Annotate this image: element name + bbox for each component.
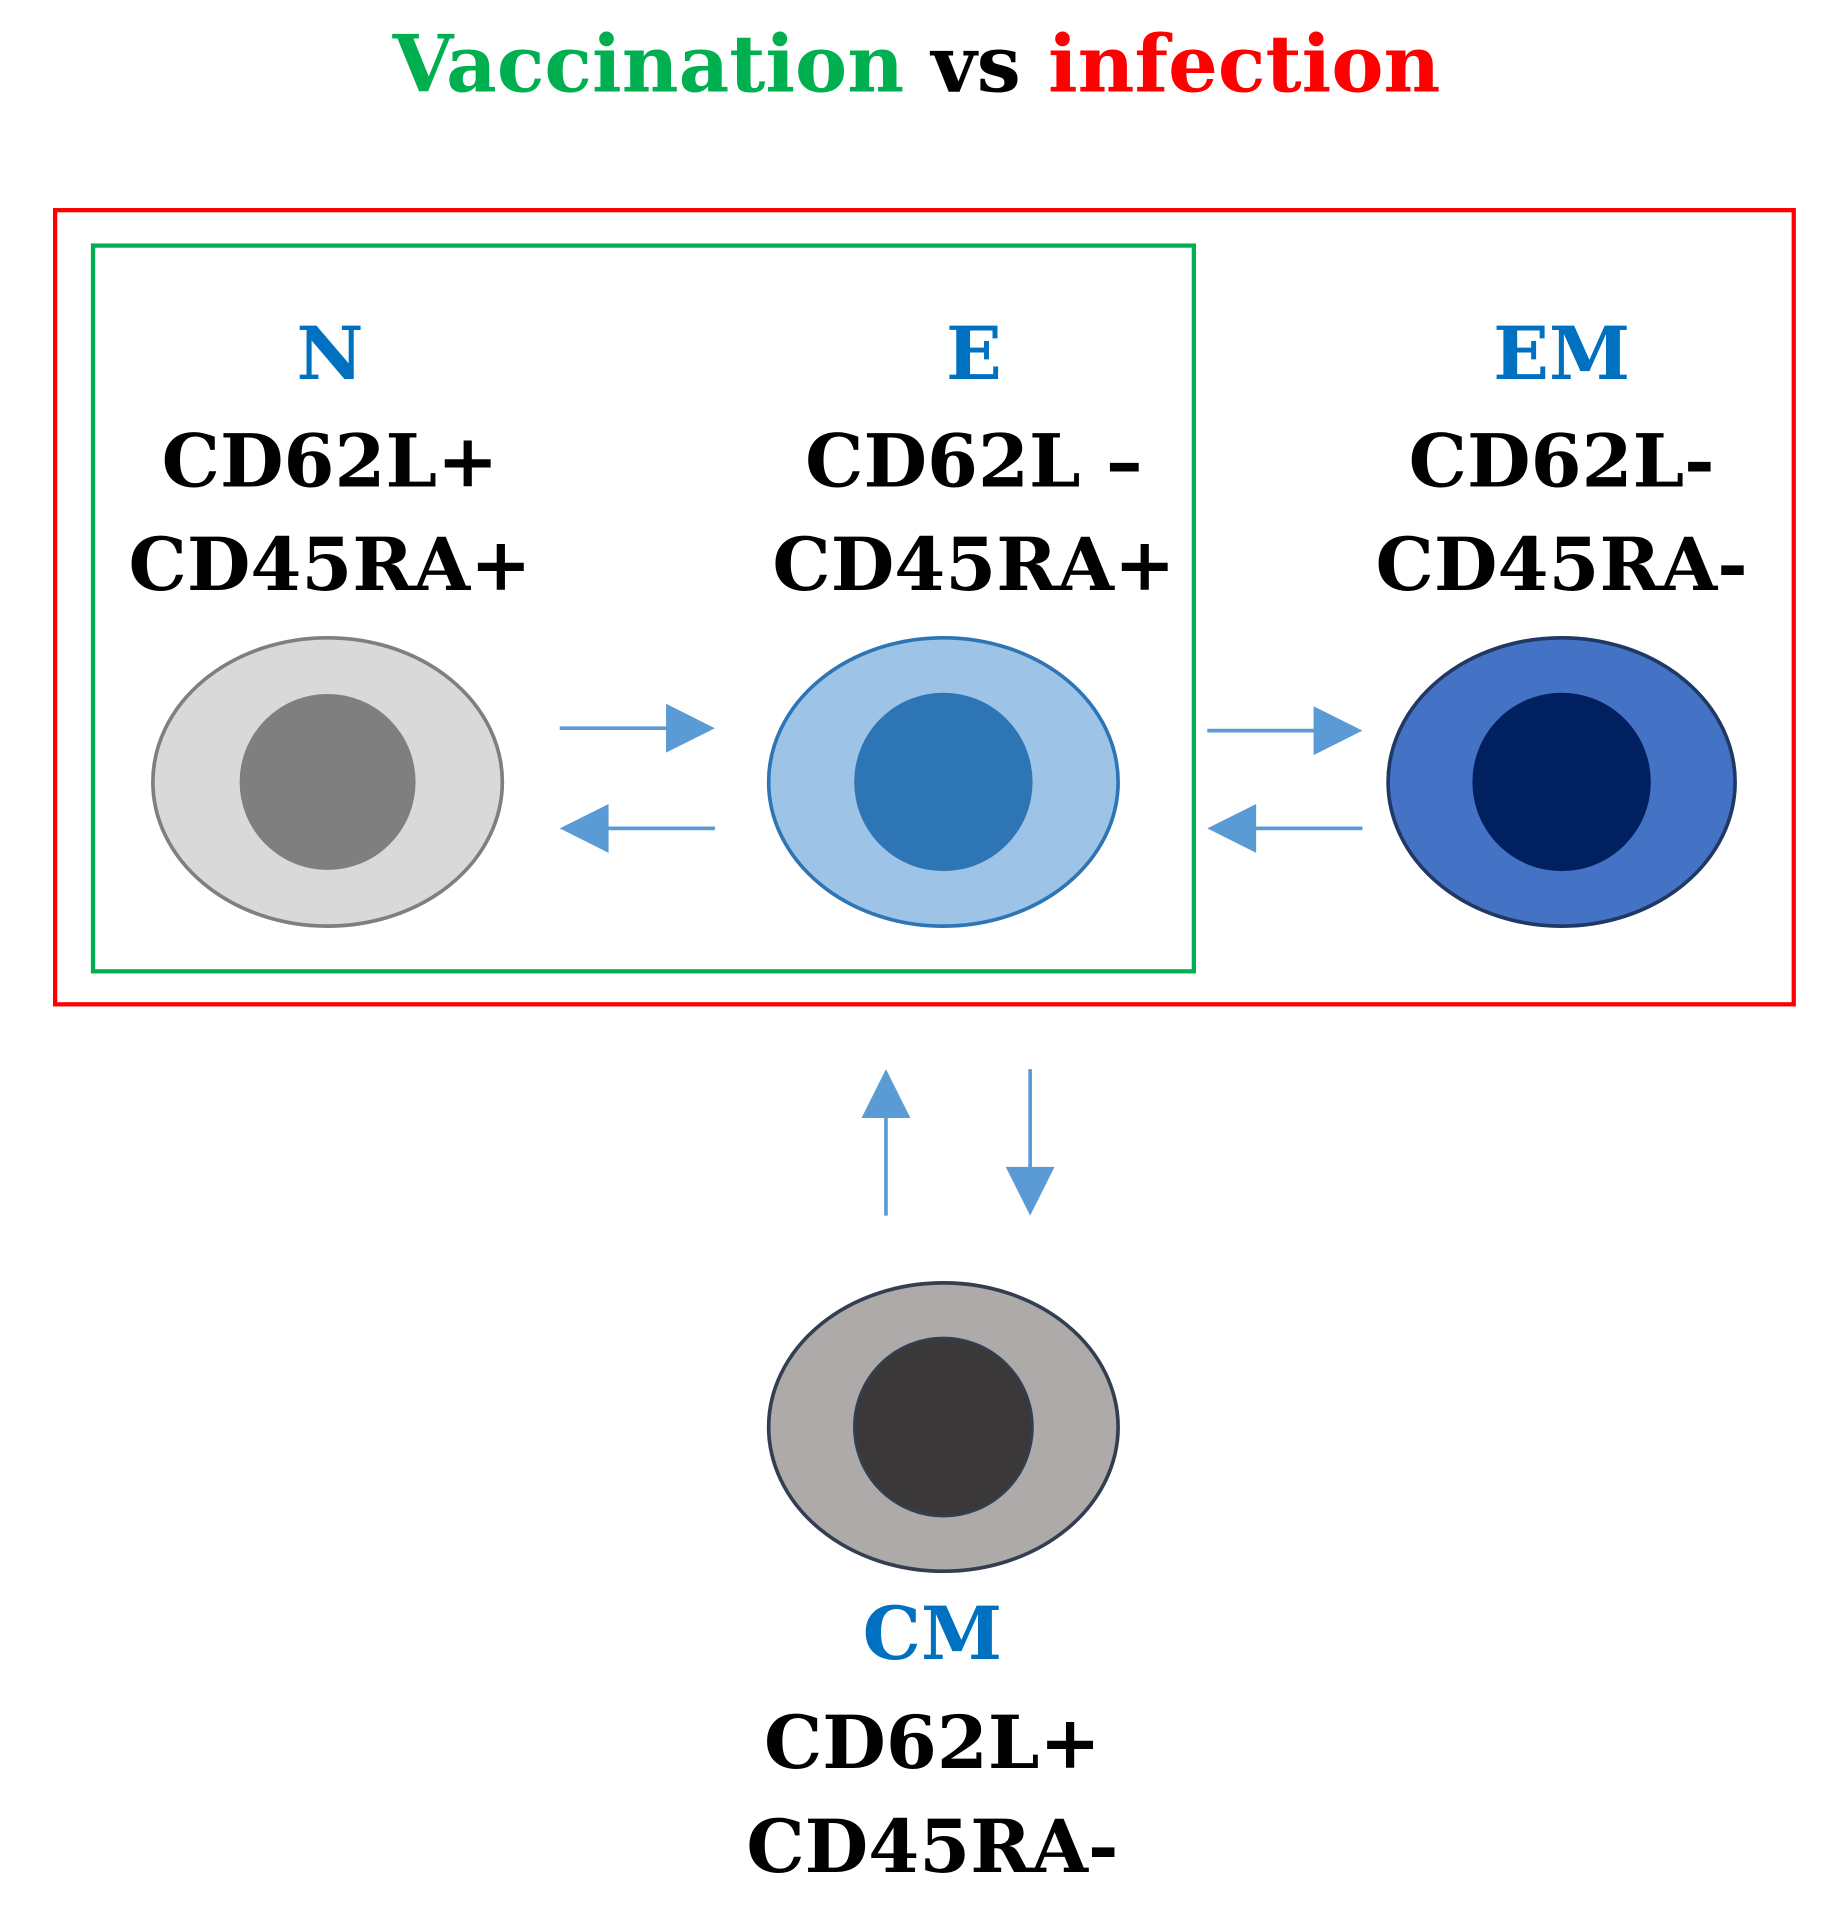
effector-marker-cd45ra: CD45RA+ (772, 522, 1175, 608)
effector-memory-cell (1386, 635, 1737, 928)
central-memory-marker-cd62l: CD62L+ (764, 1700, 1101, 1786)
effector-memory-marker-cd45ra: CD45RA- (1376, 522, 1748, 608)
arrow-em-to-e (1207, 803, 1363, 853)
arrow-cm-up (861, 1069, 911, 1216)
arrow-cm-down (1005, 1069, 1055, 1216)
effector-memory-marker-cd62l: CD62L- (1409, 418, 1715, 504)
central-memory-marker-cd45ra: CD45RA- (746, 1804, 1118, 1890)
naive-marker-cd62l: CD62L+ (162, 418, 499, 504)
effector-memory-code: EM (1493, 311, 1630, 397)
infection-box (52, 208, 1796, 1007)
arrow-e-to-n (559, 803, 715, 853)
central-memory-cell (766, 1281, 1120, 1574)
title-vaccination: Vaccination (392, 20, 904, 111)
naive-code: N (297, 311, 364, 397)
diagram-title: Vaccination vs infection (392, 20, 1441, 111)
title-infection: infection (1048, 20, 1440, 111)
title-vs: vs (904, 20, 1048, 111)
naive-cell (151, 635, 505, 928)
central-memory-code: CM (863, 1591, 1002, 1677)
effector-marker-cd62l: CD62L – (805, 418, 1143, 504)
effector-code: E (946, 311, 1002, 397)
naive-marker-cd45ra: CD45RA+ (128, 522, 531, 608)
arrow-e-to-em (1207, 706, 1363, 756)
effector-cell (766, 635, 1120, 928)
arrow-n-to-e (559, 703, 715, 753)
vaccination-box (90, 243, 1196, 974)
